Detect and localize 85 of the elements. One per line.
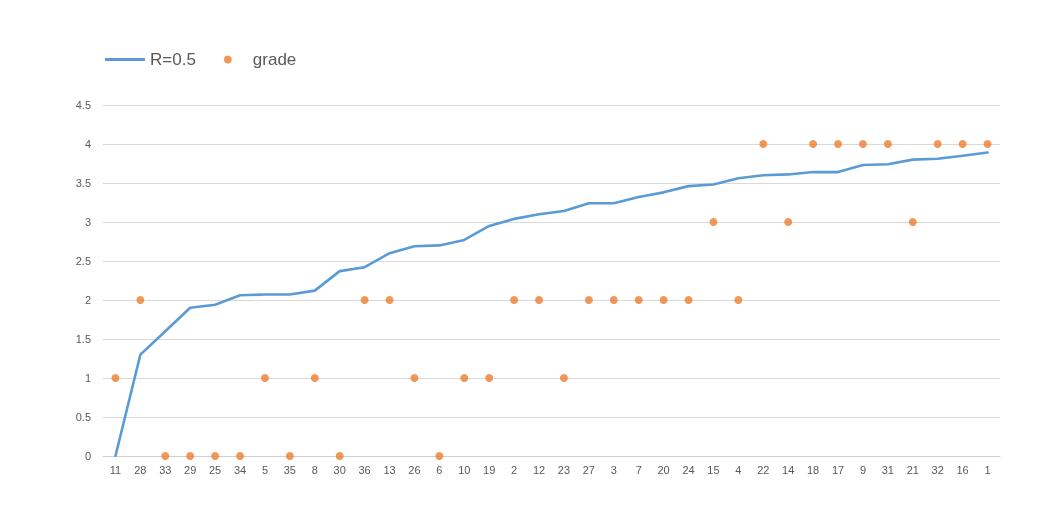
point [609, 296, 618, 304]
x-tick-label: 29 [184, 463, 197, 476]
x-tick-label: 21 [906, 463, 919, 476]
x-tick-label: 2 [511, 463, 518, 476]
point [958, 140, 967, 148]
x-tick-label: 36 [358, 463, 371, 476]
x-tick-label: 7 [635, 463, 642, 476]
point [759, 140, 768, 148]
point [809, 140, 818, 148]
x-tick-label: 6 [436, 463, 443, 476]
x-tick-label: 14 [782, 463, 795, 476]
point [510, 296, 519, 304]
x-tick-label: 33 [159, 463, 172, 476]
point [734, 296, 743, 304]
y-tick-label: 2.5 [75, 255, 91, 267]
x-tick-label: 4 [735, 463, 742, 476]
point [111, 374, 120, 382]
point [584, 296, 593, 304]
point [136, 296, 145, 304]
x-tick-label: 10 [458, 463, 471, 476]
x-tick-label: 22 [757, 463, 770, 476]
x-tick-label: 26 [408, 463, 421, 476]
point [659, 296, 668, 304]
point [634, 296, 643, 304]
point [485, 374, 494, 382]
x-tick-label: 19 [483, 463, 496, 476]
x-tick-label: 8 [311, 463, 318, 476]
point [161, 452, 170, 460]
point [559, 374, 568, 382]
point [385, 296, 394, 304]
point [908, 218, 917, 226]
x-tick-label: 5 [261, 463, 269, 476]
x-tick-label: 24 [682, 463, 695, 476]
y-tick-label: 3.5 [75, 177, 91, 189]
x-tick-label: 18 [807, 463, 820, 476]
point [784, 218, 793, 226]
x-tick-label: 25 [209, 463, 222, 476]
point [834, 140, 843, 148]
point [858, 140, 867, 148]
x-tick-label: 1 [984, 463, 991, 476]
point [410, 374, 419, 382]
point [684, 296, 693, 304]
y-tick-label: 1.5 [75, 333, 91, 345]
x-tick-label: 13 [383, 463, 396, 476]
y-tick-label: 1 [84, 372, 91, 384]
point [211, 452, 220, 460]
point [360, 296, 369, 304]
point [285, 452, 294, 460]
x-tick-label: 20 [657, 463, 670, 476]
point [236, 452, 245, 460]
point [435, 452, 444, 460]
point [933, 140, 942, 148]
x-tick-label: 15 [707, 463, 720, 476]
line-series [114, 151, 989, 458]
point [535, 296, 544, 304]
y-tick-label: 2 [84, 294, 91, 306]
point [983, 140, 992, 148]
point [260, 374, 269, 382]
x-tick-label: 35 [283, 463, 296, 476]
y-tick-label: 0 [84, 450, 91, 462]
legend-label: R=0.5 [150, 50, 196, 69]
point [460, 374, 469, 382]
x-tick-label: 27 [582, 463, 595, 476]
y-tick-label: 4.5 [75, 99, 91, 111]
x-tick-label: 11 [109, 463, 122, 476]
y-tick-label: 3 [84, 216, 91, 228]
x-tick-label: 12 [532, 463, 546, 476]
x-tick-label: 17 [831, 463, 845, 476]
x-tick-label: 32 [931, 463, 944, 476]
legend-label: grade [252, 50, 297, 69]
x-tick-label: 3 [610, 463, 617, 476]
point [883, 140, 892, 148]
point [335, 452, 344, 460]
point [186, 452, 195, 460]
x-tick-label: 23 [557, 463, 571, 476]
point [709, 218, 718, 226]
y-tick-label: 0.5 [75, 411, 91, 423]
x-tick-label: 34 [233, 463, 247, 476]
x-tick-label: 16 [956, 463, 969, 476]
x-tick-label: 28 [134, 463, 147, 476]
y-tick-label: 4 [84, 138, 91, 150]
x-tick-label: 9 [859, 463, 867, 476]
point [310, 374, 319, 382]
x-tick-label: 31 [881, 463, 894, 476]
x-tick-label: 30 [333, 463, 346, 476]
